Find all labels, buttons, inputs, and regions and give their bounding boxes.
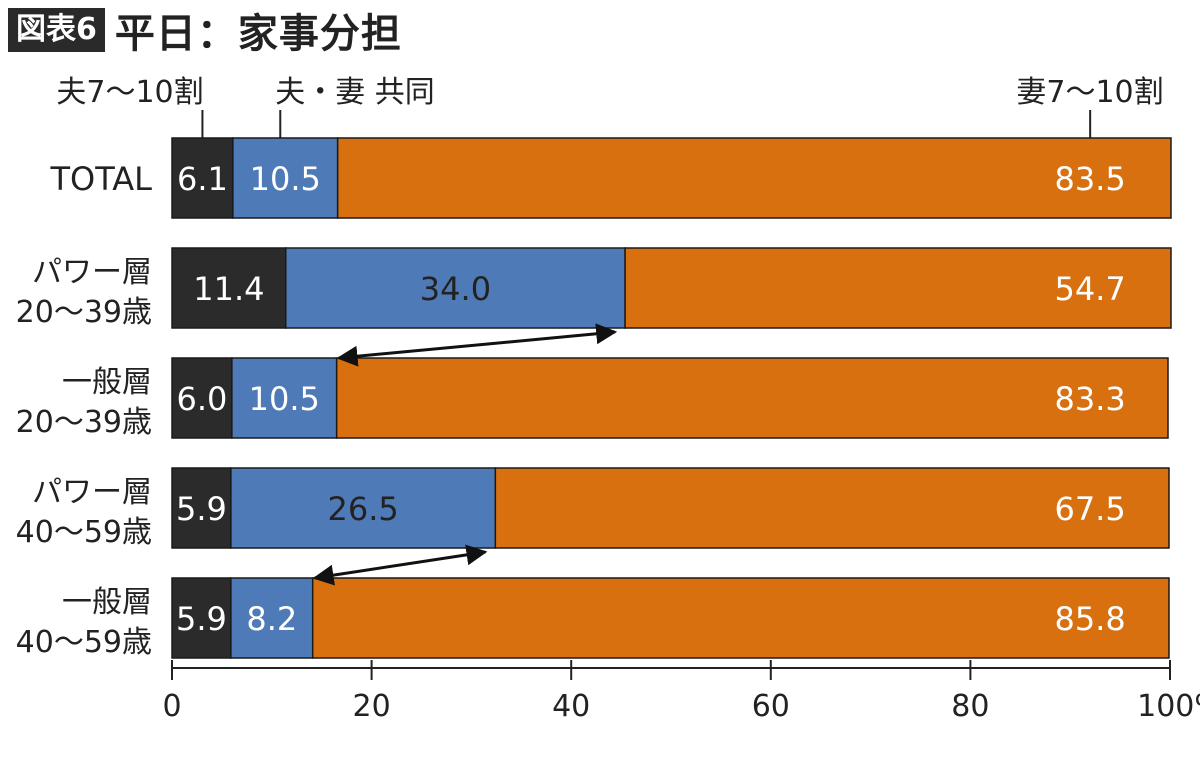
x-tick-label: 0 <box>162 689 181 724</box>
value-label: 6.0 <box>176 380 227 418</box>
bar-segment <box>171 357 233 439</box>
value-label: 54.7 <box>1055 270 1126 308</box>
category-label: 40〜59歳 <box>16 515 152 550</box>
x-tick-label: 80 <box>951 689 989 724</box>
category-label: 一般層 <box>62 585 152 620</box>
figure-title: 図表6 平日：家事分担 <box>8 6 402 57</box>
bars: 6.1 10.5 83.5 11.4 34.0 54.7 6.0 10.5 83.3 5.9 26.… <box>171 137 1172 659</box>
annotations <box>312 323 618 586</box>
comparison-arrow <box>336 323 618 367</box>
bar-segment <box>171 247 287 329</box>
value-label: 8.2 <box>246 600 297 638</box>
bar-segment <box>171 467 232 549</box>
value-label: 11.4 <box>193 270 264 308</box>
chart-title: 平日：家事分担 <box>114 11 402 57</box>
bar-segment <box>230 577 314 659</box>
x-tick-label: 20 <box>353 689 391 724</box>
value-label: 26.5 <box>327 490 398 528</box>
value-label: 5.9 <box>176 600 227 638</box>
category-labels: TOTALパワー層20〜39歳一般層20〜39歳パワー層40〜59歳一般層40〜… <box>16 160 153 660</box>
bar-segment <box>230 467 497 549</box>
value-label: 10.5 <box>249 380 320 418</box>
legend: 夫7〜10割 夫・妻 共同 妻7〜10割 <box>56 75 1164 152</box>
bar-segment <box>494 467 1170 549</box>
value-label: 83.5 <box>1055 160 1126 198</box>
comparison-arrow <box>312 544 488 586</box>
x-tick-label: 40 <box>552 689 590 724</box>
category-label: TOTAL <box>49 160 152 198</box>
category-label: パワー層 <box>32 255 152 290</box>
value-label: 34.0 <box>420 270 491 308</box>
bar-segment <box>336 137 1172 219</box>
legend-label: 夫7〜10割 <box>56 75 203 110</box>
bar-segment <box>311 577 1170 659</box>
legend-label: 夫・妻 共同 <box>275 75 435 110</box>
legend-label: 妻7〜10割 <box>1016 75 1163 110</box>
value-label: 67.5 <box>1055 490 1126 528</box>
x-axis: 0 20 40 60 80 100% <box>162 660 1200 724</box>
x-tick-label: 100% <box>1137 689 1200 724</box>
value-label: 6.1 <box>177 160 228 198</box>
bar-segment <box>171 577 232 659</box>
value-label: 5.9 <box>176 490 227 528</box>
category-label: 20〜39歳 <box>16 295 152 330</box>
figure-badge: 図表6 <box>8 8 105 52</box>
category-label: 一般層 <box>62 365 152 400</box>
value-label: 85.8 <box>1055 600 1126 638</box>
x-tick-label: 60 <box>752 689 790 724</box>
bar-segment <box>624 247 1172 329</box>
category-label: パワー層 <box>32 475 152 510</box>
value-label: 83.3 <box>1055 380 1126 418</box>
value-label: 10.5 <box>250 160 321 198</box>
bar-segment <box>285 247 626 329</box>
bar-segment <box>335 357 1169 439</box>
category-label: 40〜59歳 <box>16 625 152 660</box>
category-label: 20〜39歳 <box>16 405 152 440</box>
